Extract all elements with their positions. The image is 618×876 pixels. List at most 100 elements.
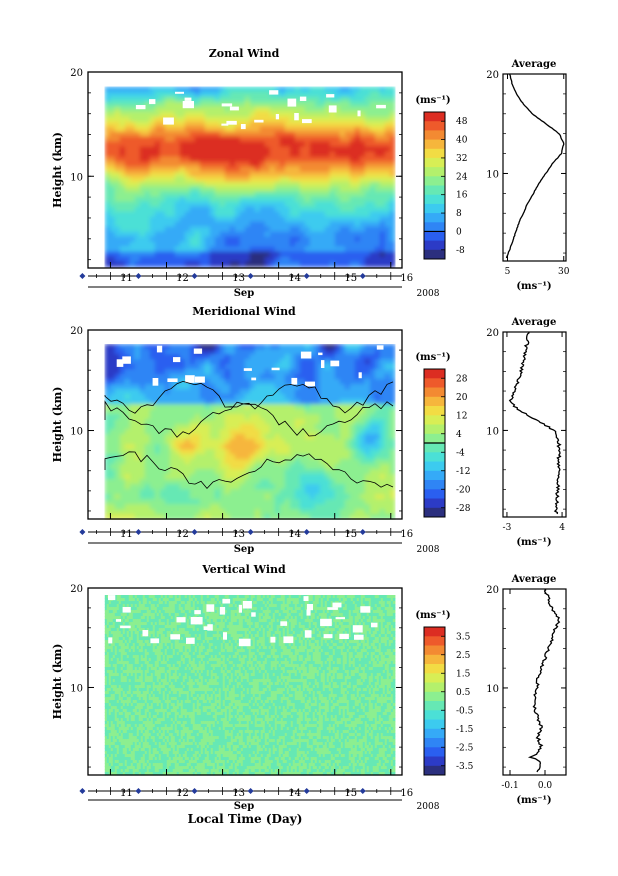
- y-tick-label: 10: [70, 683, 83, 694]
- x-tick-marker: [135, 788, 142, 794]
- colorbar-tick-label: 0: [456, 227, 462, 237]
- average-frame: [502, 331, 567, 518]
- x-tick-marker: [135, 529, 142, 535]
- colorbar-unit: (ms⁻¹): [415, 95, 450, 106]
- x-tick-label: 12: [176, 788, 189, 799]
- y-tick-label: 20: [70, 326, 83, 337]
- panel-1: Zonal Wind 10 20 Height (km) 11 12 13 14 15 16 Sep…: [51, 47, 570, 299]
- plot-frame: [87, 587, 403, 776]
- missing-data: [116, 345, 384, 387]
- colorbar-tick-label: 16: [456, 191, 468, 201]
- colorbar-tick-label: 3.5: [456, 632, 471, 642]
- average-x-tick-label: 5: [505, 267, 511, 277]
- year-label: 2008: [417, 289, 440, 299]
- x-tick-label: 14: [288, 529, 301, 540]
- colorbar-tick-label: 12: [456, 411, 467, 421]
- average-title: Average: [511, 317, 557, 328]
- x-tick-label: 16: [400, 788, 413, 799]
- x-tick-marker: [191, 529, 198, 535]
- colorbar-tick-label: 40: [456, 136, 468, 146]
- average-y-tick-label: 20: [486, 328, 499, 339]
- heatmap-field: [104, 595, 396, 776]
- y-tick-label: 10: [70, 172, 83, 183]
- x-tick-label: 13: [232, 529, 245, 540]
- colorbar-tick-label: -8: [456, 246, 465, 256]
- missing-data: [135, 90, 386, 130]
- x-tick-marker: [135, 273, 142, 279]
- x-tick-label: 13: [232, 788, 245, 799]
- x-tick-marker: [247, 273, 254, 279]
- average-frame: [502, 73, 567, 262]
- y-axis-label: Height (km): [51, 387, 64, 463]
- x-tick-marker: [247, 788, 254, 794]
- x-tick-marker: [303, 788, 310, 794]
- x-tick-marker: [303, 529, 310, 535]
- average-profile-panel: Average 10 20 -3 4 (ms⁻¹): [486, 317, 567, 548]
- y-tick-label: 20: [70, 584, 83, 595]
- panel-3: Vertical Wind 10 20 Height (km) 11 12 13 14 15 16…: [51, 563, 567, 812]
- x-tick-marker: [303, 273, 310, 279]
- average-frame: [502, 588, 567, 776]
- missing-data: [108, 595, 378, 647]
- colorbar-tick-label: 4: [456, 430, 462, 440]
- x-tick-label: 15: [344, 788, 357, 799]
- colorbar-tick-label: -2.5: [456, 743, 474, 753]
- x-tick-marker: [79, 529, 86, 535]
- x-tick-marker: [191, 273, 198, 279]
- x-tick-label: 15: [344, 273, 357, 284]
- average-title: Average: [511, 59, 557, 70]
- month-label: Sep: [234, 801, 255, 812]
- y-axis-label: Height (km): [51, 644, 64, 720]
- month-label: Sep: [234, 544, 255, 555]
- colorbar-tick-label: -4: [456, 448, 465, 458]
- x-axis-title: Local Time (Day): [188, 812, 303, 826]
- average-x-label: (ms⁻¹): [516, 795, 551, 806]
- y-axis-label: Height (km): [51, 132, 64, 208]
- panel-title: Zonal Wind: [209, 47, 280, 60]
- colorbar-tick-label: 0.5: [456, 688, 471, 698]
- average-profile-line: [505, 74, 565, 259]
- average-x-tick-label: 4: [559, 523, 565, 533]
- average-y-tick-label: 10: [486, 684, 499, 695]
- colorbar-tick-label: 24: [456, 172, 468, 182]
- month-label: Sep: [234, 288, 255, 299]
- colorbar-tick-label: -28: [456, 504, 471, 514]
- x-tick-marker: [359, 788, 366, 794]
- average-title: Average: [511, 574, 557, 585]
- y-tick-label: 20: [70, 68, 83, 79]
- x-tick-marker: [359, 273, 366, 279]
- average-y-tick-label: 10: [486, 169, 499, 180]
- average-profile-panel: Average 10 20 -0.1 0.0 (ms⁻¹): [486, 574, 567, 806]
- average-profile-line: [508, 332, 562, 515]
- panel-title: Vertical Wind: [201, 563, 286, 576]
- zero-contour: [104, 380, 394, 490]
- x-tick-label: 12: [176, 529, 189, 540]
- panel-2: Meridional Wind 10 20 Height (km) 11 12 13 14 15…: [51, 305, 567, 555]
- x-tick-marker: [79, 788, 86, 794]
- x-tick-label: 16: [400, 529, 413, 540]
- colorbar-unit: (ms⁻¹): [415, 352, 450, 363]
- x-tick-marker: [191, 788, 198, 794]
- average-profile-panel: Average 10 20 5 30 (ms⁻¹): [486, 59, 569, 292]
- colorbar-tick-label: -1.5: [456, 725, 474, 735]
- colorbar-tick-label: 28: [456, 374, 468, 384]
- average-y-tick-label: 20: [486, 585, 499, 596]
- colorbar-tick-label: 1.5: [456, 669, 471, 679]
- colorbar-tick-label: 8: [456, 209, 462, 219]
- colorbar-tick-label: -0.5: [456, 706, 474, 716]
- x-tick-label: 14: [288, 273, 301, 284]
- panel-title: Meridional Wind: [192, 305, 296, 318]
- colorbar-tick-label: 32: [456, 154, 467, 164]
- average-x-tick-label: -0.1: [501, 781, 518, 791]
- colorbar-tick-label: -3.5: [456, 762, 474, 772]
- x-tick-marker: [359, 529, 366, 535]
- colorbar-tick-label: 48: [456, 117, 468, 127]
- x-tick-label: 11: [120, 529, 133, 540]
- x-tick-label: 14: [288, 788, 301, 799]
- colorbar-tick-label: 2.5: [456, 651, 471, 661]
- plot-frame: [87, 329, 403, 520]
- x-tick-label: 15: [344, 529, 357, 540]
- x-tick-label: 11: [120, 788, 133, 799]
- colorbar-unit: (ms⁻¹): [415, 610, 450, 621]
- colorbar: (ms⁻¹) 28 20 12 4 -4 -12 -20 -28: [415, 352, 471, 518]
